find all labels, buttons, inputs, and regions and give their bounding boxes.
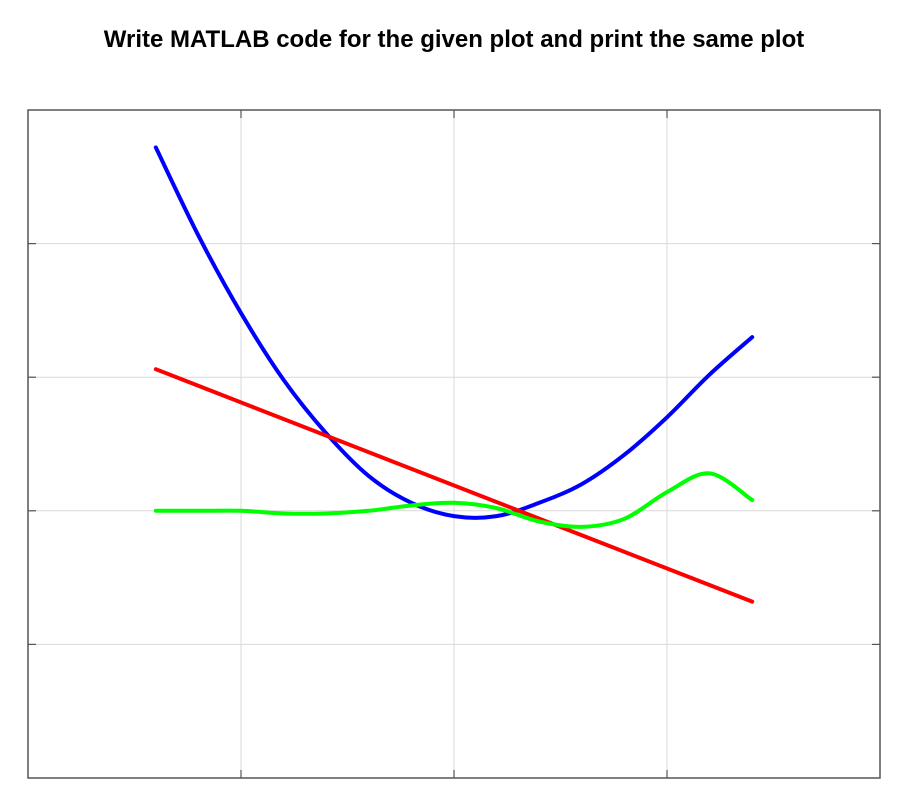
axes-box [27,109,881,779]
question-heading: Write MATLAB code for the given plot and… [103,26,805,53]
series-line-1 [153,367,755,604]
tick-marks [28,110,880,778]
series-line-0 [153,145,755,520]
series-line-2 [153,471,755,529]
series-group [153,145,755,604]
